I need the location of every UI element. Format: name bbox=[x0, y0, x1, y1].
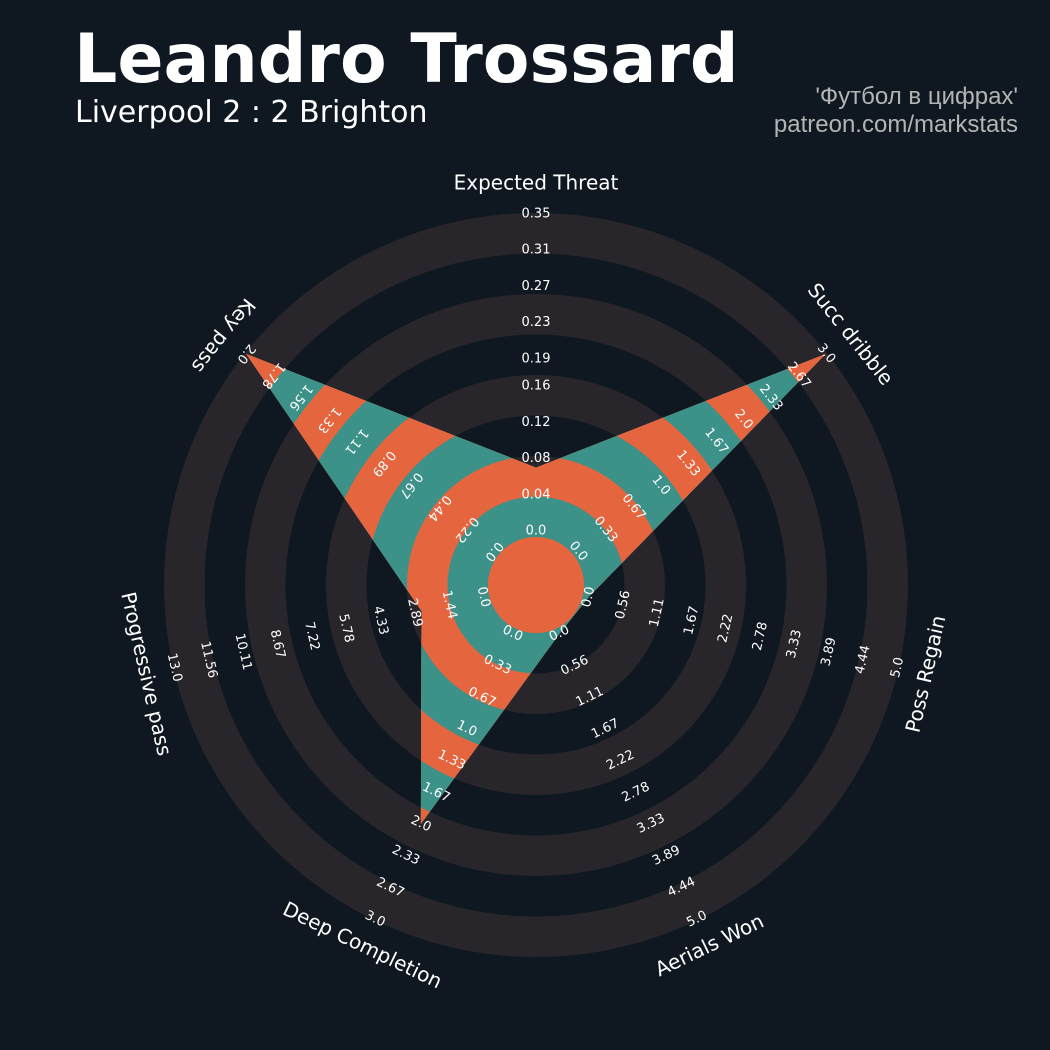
tick-label: 0.08 bbox=[522, 451, 551, 466]
tick-label: 0.27 bbox=[522, 279, 551, 294]
tick-label: 4.44 bbox=[853, 644, 874, 676]
tick-label: 0.19 bbox=[522, 351, 551, 366]
tick-label: 1.44 bbox=[439, 589, 460, 621]
tick-label: 1.67 bbox=[681, 605, 702, 637]
credit: 'Футбол в цифрах' bbox=[815, 83, 1018, 110]
tick-label: 2.22 bbox=[715, 613, 736, 645]
tick-label: 13.0 bbox=[164, 652, 185, 684]
credit: patreon.com/markstats bbox=[774, 111, 1018, 138]
tick-label: 0.16 bbox=[522, 379, 551, 394]
tick-label: 0.31 bbox=[522, 243, 551, 258]
tick-label: 5.0 bbox=[888, 656, 907, 680]
tick-label: 0.0 bbox=[474, 585, 493, 609]
tick-label: 0.0 bbox=[579, 585, 598, 609]
tick-label: 7.22 bbox=[301, 620, 322, 652]
chart-subtitle: Liverpool 2 : 2 Brighton bbox=[75, 95, 428, 130]
tick-label: 0.04 bbox=[522, 487, 551, 502]
tick-label: 1.11 bbox=[647, 597, 668, 629]
param-label: Expected Threat bbox=[454, 171, 619, 195]
tick-label: 0.12 bbox=[522, 415, 551, 430]
tick-label: 3.89 bbox=[819, 636, 840, 668]
tick-label: 5.78 bbox=[335, 613, 356, 645]
tick-label: 0.56 bbox=[613, 589, 634, 621]
tick-label: 0.23 bbox=[522, 315, 551, 330]
radar-band bbox=[488, 537, 584, 633]
tick-label: 4.33 bbox=[370, 605, 391, 637]
tick-label: 2.89 bbox=[404, 597, 425, 629]
tick-label: 0.35 bbox=[522, 207, 551, 222]
chart-title: Leandro Trossard bbox=[74, 20, 739, 99]
tick-label: 0.0 bbox=[526, 524, 547, 539]
tick-label: 2.78 bbox=[750, 620, 771, 652]
tick-label: 8.67 bbox=[267, 628, 288, 660]
tick-label: 3.33 bbox=[784, 628, 805, 660]
